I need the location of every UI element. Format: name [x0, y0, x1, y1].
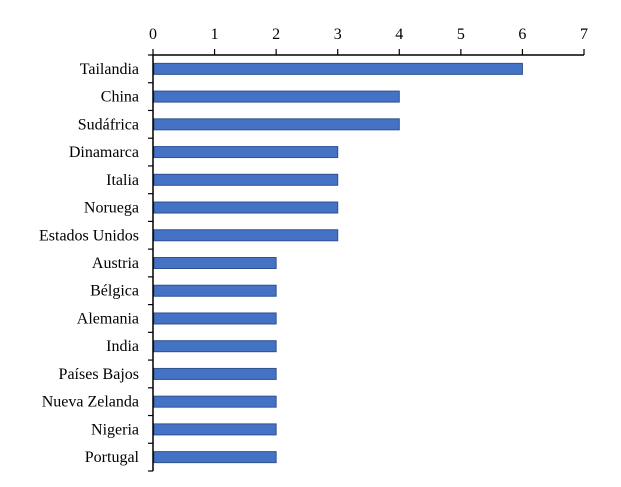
x-tick-label: 2 — [272, 26, 280, 43]
bar-austria — [153, 257, 277, 269]
category-label: Tailandia — [80, 61, 139, 78]
category-label: Noruega — [84, 200, 139, 217]
x-axis-ticks: 0 1 2 3 4 5 6 7 — [148, 26, 588, 472]
bar-bélgica — [153, 284, 277, 297]
bar-portugal — [153, 451, 277, 464]
category-label: Nueva Zelanda — [42, 394, 139, 411]
bar-china — [153, 90, 400, 103]
category-label: Países Bajos — [59, 366, 139, 383]
bar-nueva-zelanda — [153, 395, 277, 408]
category-label: Sudáfrica — [78, 116, 139, 133]
category-label: China — [101, 89, 139, 106]
bar-india — [153, 340, 277, 353]
bars — [153, 62, 523, 464]
bar-países-bajos — [153, 367, 277, 380]
bar-tailandia — [153, 62, 523, 75]
bar-noruega — [153, 201, 339, 214]
bar-italia — [153, 173, 339, 186]
x-tick-label: 4 — [395, 26, 403, 43]
bar-nigeria — [153, 423, 277, 436]
category-label: Estados Unidos — [39, 227, 139, 244]
x-tick-label: 7 — [580, 26, 588, 43]
category-labels: Tailandia China Sudáfrica Dinamarca Italia No… — [39, 61, 140, 466]
x-tick-label: 6 — [518, 26, 526, 43]
x-tick-label: 5 — [457, 26, 465, 43]
category-label: Alemania — [77, 310, 139, 327]
category-label: Portugal — [85, 449, 140, 466]
x-tick-label: 3 — [334, 26, 342, 43]
category-label: Italia — [106, 172, 139, 189]
bar-sudáfrica — [153, 118, 400, 131]
bar-estados-unidos — [153, 229, 339, 242]
category-label: Dinamarca — [69, 144, 139, 161]
category-label: Austria — [92, 255, 139, 272]
x-tick-label: 1 — [211, 26, 219, 43]
bar-dinamarca — [153, 146, 339, 159]
category-label: Bélgica — [90, 283, 139, 300]
bar-alemania — [153, 312, 277, 325]
category-label: Nigeria — [91, 421, 139, 438]
x-tick-label: 0 — [149, 26, 157, 43]
category-label: India — [106, 338, 139, 355]
